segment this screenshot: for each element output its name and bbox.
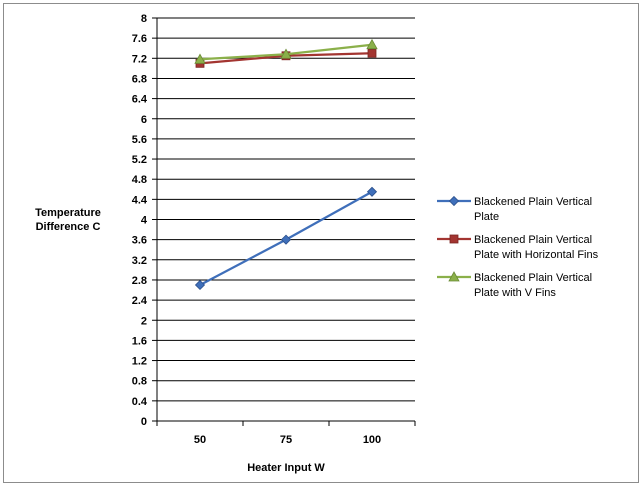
y-tick-label: 1.2 — [132, 356, 147, 368]
legend-label: Plate with V Fins — [474, 287, 556, 299]
data-point-diamond — [194, 279, 206, 291]
series-lines — [194, 38, 378, 291]
y-tick-label: 4 — [141, 215, 148, 227]
legend-entry: Blackened Plain Vertical Plate with Horiz… — [437, 234, 599, 261]
data-point-diamond — [366, 186, 378, 197]
y-tick-label: 4.8 — [132, 174, 147, 186]
x-axis-ticks: 50 75 100 — [194, 434, 381, 446]
y-tick-label: 7.2 — [132, 53, 147, 65]
data-point-triangle — [194, 53, 206, 64]
x-tick-label: 100 — [363, 434, 381, 446]
axes — [152, 17, 416, 426]
data-point-diamond — [448, 195, 460, 207]
data-point-triangle — [280, 48, 292, 59]
legend-label: Plate — [474, 211, 499, 223]
data-point-diamond — [280, 234, 292, 245]
y-tick-label: 6.8 — [132, 73, 147, 85]
x-tick-label: 75 — [280, 434, 292, 446]
y-tick-label: 5.2 — [132, 154, 147, 166]
data-point-triangle — [448, 271, 460, 282]
y-tick-label: 3.6 — [132, 235, 147, 247]
legend-entry: Blackened Plain Vertical Plate with V Fin… — [437, 271, 592, 299]
x-axis-title: Heater Input W — [247, 462, 325, 474]
y-tick-label: 1.6 — [132, 335, 147, 347]
data-point-triangle — [366, 38, 378, 50]
y-tick-label: 8 — [141, 13, 147, 25]
y-axis-title-line: Difference C — [36, 221, 101, 233]
series — [194, 186, 378, 291]
y-tick-label: 4.4 — [132, 194, 148, 206]
legend-label: Blackened Plain Vertical — [474, 272, 592, 284]
y-tick-label: 0.8 — [132, 376, 147, 388]
x-tick-label: 50 — [194, 434, 206, 446]
legend-label: Plate with Horizontal Fins — [474, 249, 599, 261]
y-axis-title-line: Temperature — [35, 207, 101, 219]
series — [194, 38, 378, 64]
y-tick-label: 0.4 — [132, 396, 148, 408]
y-tick-label: 2.8 — [132, 275, 147, 287]
legend-entry: Blackened Plain Vertical Plate — [437, 195, 592, 223]
y-tick-label: 3.2 — [132, 255, 147, 267]
y-axis-title: Temperature Difference C — [35, 207, 101, 233]
data-point-square — [449, 234, 459, 244]
y-tick-label: 7.6 — [132, 33, 147, 45]
gridlines — [157, 17, 415, 402]
y-tick-label: 6.4 — [132, 94, 148, 106]
data-point-square — [367, 48, 377, 58]
legend-label: Blackened Plain Vertical — [474, 234, 592, 246]
y-tick-label: 5.6 — [132, 134, 147, 146]
y-tick-label: 2.4 — [132, 295, 148, 307]
y-tick-label: 2 — [141, 315, 147, 327]
y-tick-label: 6 — [141, 114, 147, 126]
y-axis-ticks: 0 0.4 0.8 1.2 1.6 2 2.4 2.8 3.2 3.6 4 4.4 4.8 5.2 5.6 6… — [132, 13, 148, 428]
y-tick-label: 0 — [141, 416, 147, 428]
legend-label: Blackened Plain Vertical — [474, 196, 592, 208]
chart-frame — [3, 3, 639, 483]
